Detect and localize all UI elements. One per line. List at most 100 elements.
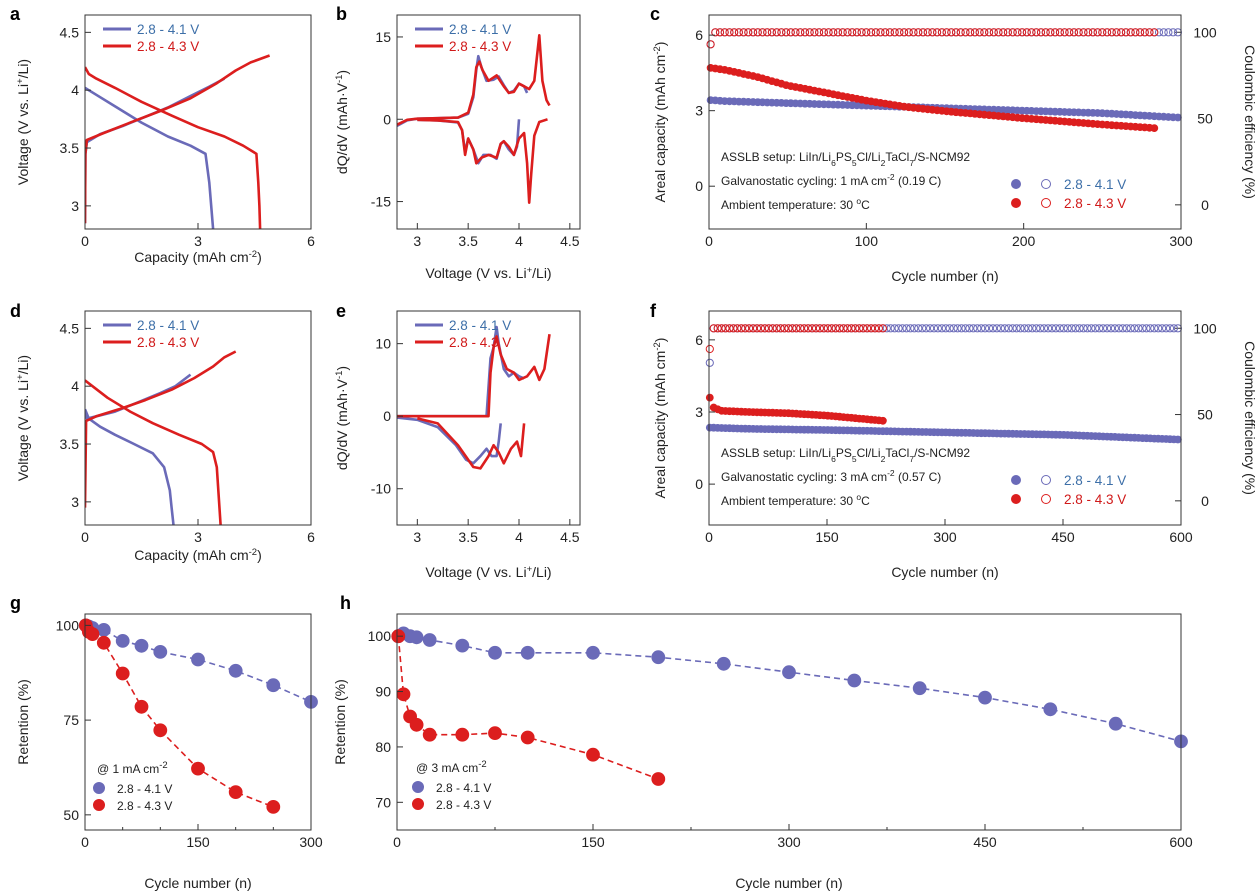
series-line-h	[397, 632, 1182, 743]
ce-point	[1158, 324, 1167, 333]
x-axis-title-text: Voltage (V vs. Li	[425, 564, 526, 580]
annotation-c: Galvanostatic cycling: 1 mA cm-2 (0.19 C…	[721, 172, 941, 188]
x-axis-title-end: )	[257, 547, 262, 563]
ce-point	[800, 28, 810, 37]
y-axis-title-sup: -2	[652, 342, 663, 350]
annotation-part: o	[856, 492, 861, 502]
ce-point	[780, 324, 789, 333]
x-axis-title-text: Voltage (V vs. Li	[425, 265, 526, 281]
y-tick-label-c: 0	[695, 178, 703, 194]
panel-label-a: a	[10, 4, 21, 24]
y-tick-label-a: 3	[71, 198, 79, 214]
y-tick-label-h: 100	[368, 628, 392, 644]
plot-e: 3 3.5 4 4.5 -10 0 10 Voltage (V vs. Li+/Li) dQ/d…	[334, 310, 581, 580]
curve-d-charge	[85, 373, 192, 420]
ce-point	[989, 28, 998, 37]
ce-point	[947, 28, 956, 37]
y-axis-title-end: )	[334, 70, 350, 75]
data-point-h	[455, 638, 470, 653]
ce-point	[1107, 28, 1116, 37]
ce-point	[1095, 324, 1104, 333]
x-axis-title-text: Cycle number (n)	[891, 268, 998, 284]
ce-point	[823, 324, 832, 333]
legend-filled-marker-f	[1011, 475, 1021, 485]
y-axis-title-f: Areal capacity (mAh cm-2)	[652, 338, 669, 499]
legend-label-h: 2.8 - 4.1 V	[436, 781, 491, 795]
x-tick-label-a: 0	[81, 233, 89, 249]
annotation-part: TaCl	[885, 150, 909, 164]
ce-point	[937, 28, 947, 37]
annotation-part: 5	[852, 454, 857, 464]
panel-label-d: d	[10, 301, 21, 321]
ce-point	[862, 28, 871, 37]
ce-point	[992, 324, 1002, 333]
ce-point	[1145, 28, 1154, 37]
x-tick-label-h: 600	[1169, 834, 1193, 850]
ce-point	[829, 28, 838, 37]
y-tick-label-f: 3	[695, 404, 703, 420]
ce-point	[1071, 324, 1080, 333]
ce-point	[941, 324, 950, 333]
ce-point	[1164, 28, 1173, 37]
data-point-g	[134, 699, 149, 714]
ce-point	[1028, 324, 1037, 333]
ce-point	[725, 324, 734, 333]
ce-point	[929, 324, 939, 333]
legend-label-g: 2.8 - 4.1 V	[117, 782, 172, 796]
ce-point	[855, 324, 864, 333]
y-tick-label-d: 4.5	[60, 320, 80, 336]
ce-point	[819, 28, 829, 37]
data-point-g	[266, 678, 281, 693]
legend-label-a: 2.8 - 4.3 V	[137, 39, 199, 54]
ce-point	[898, 324, 907, 333]
ce-point	[881, 28, 890, 37]
ce-point	[1065, 28, 1074, 37]
x-axis-title-text: Cycle number (n)	[144, 875, 251, 891]
ce-point	[1099, 324, 1108, 333]
ce-point	[926, 324, 935, 333]
data-point-h	[520, 645, 535, 660]
panel-label-f: f	[650, 301, 657, 321]
ce-point	[1067, 324, 1076, 333]
y-tick-label-g: 100	[56, 617, 80, 633]
ce-point	[973, 324, 982, 333]
curve-b-charge	[397, 34, 551, 126]
annotation-part: C	[861, 198, 870, 212]
plot-d: 0 3 6 3 3.5 4 4.5 Capacity (mAh cm-2) Voltage (V…	[15, 310, 315, 563]
annotation-part: TaCl	[885, 446, 909, 460]
ce-point	[1103, 324, 1112, 333]
legend-label-b: 2.8 - 4.1 V	[449, 22, 511, 37]
ce-point	[923, 28, 932, 37]
legend-marker-h	[412, 781, 424, 793]
ce-point	[824, 28, 833, 37]
ce-point	[1106, 324, 1116, 333]
ce-point	[1150, 28, 1159, 37]
x-axis-title-sup: -2	[249, 249, 257, 260]
ce-point	[1079, 28, 1088, 37]
x-tick-label-e: 4	[515, 529, 523, 545]
x-axis-title-sup: +	[527, 265, 533, 276]
ce-point	[1093, 28, 1102, 37]
annotation-f: ASSLB setup: LiIn/Li6PS5Cl/Li2TaCl7/S-NC…	[721, 446, 970, 464]
ce-point	[994, 28, 1003, 37]
data-point-h	[455, 727, 470, 742]
data-point-h	[1043, 702, 1058, 717]
data-point-g	[153, 723, 168, 738]
ce-point	[1032, 28, 1041, 37]
ce-point	[749, 324, 758, 333]
legend-open-marker-c	[1041, 198, 1051, 208]
ce-point	[808, 324, 817, 333]
x-axis-title-h: Cycle number (n)	[735, 875, 842, 891]
annotation-part: /S-NCM92	[914, 446, 970, 460]
y-tick-label-h: 90	[375, 684, 391, 700]
capacity-point	[1174, 435, 1182, 444]
ce-point	[977, 324, 986, 333]
x-axis-title-sup: +	[527, 564, 533, 575]
annotation-part: o	[856, 196, 861, 206]
plot-h: 0 150 300 450 600 70 80 90 100 Cycle number (n) Re…	[332, 613, 1193, 891]
ce-point	[910, 324, 919, 333]
x-tick-label-a: 6	[307, 233, 315, 249]
y-tick-label-a: 4	[71, 82, 79, 98]
ce-point	[721, 324, 730, 333]
ce-point	[1087, 324, 1096, 333]
